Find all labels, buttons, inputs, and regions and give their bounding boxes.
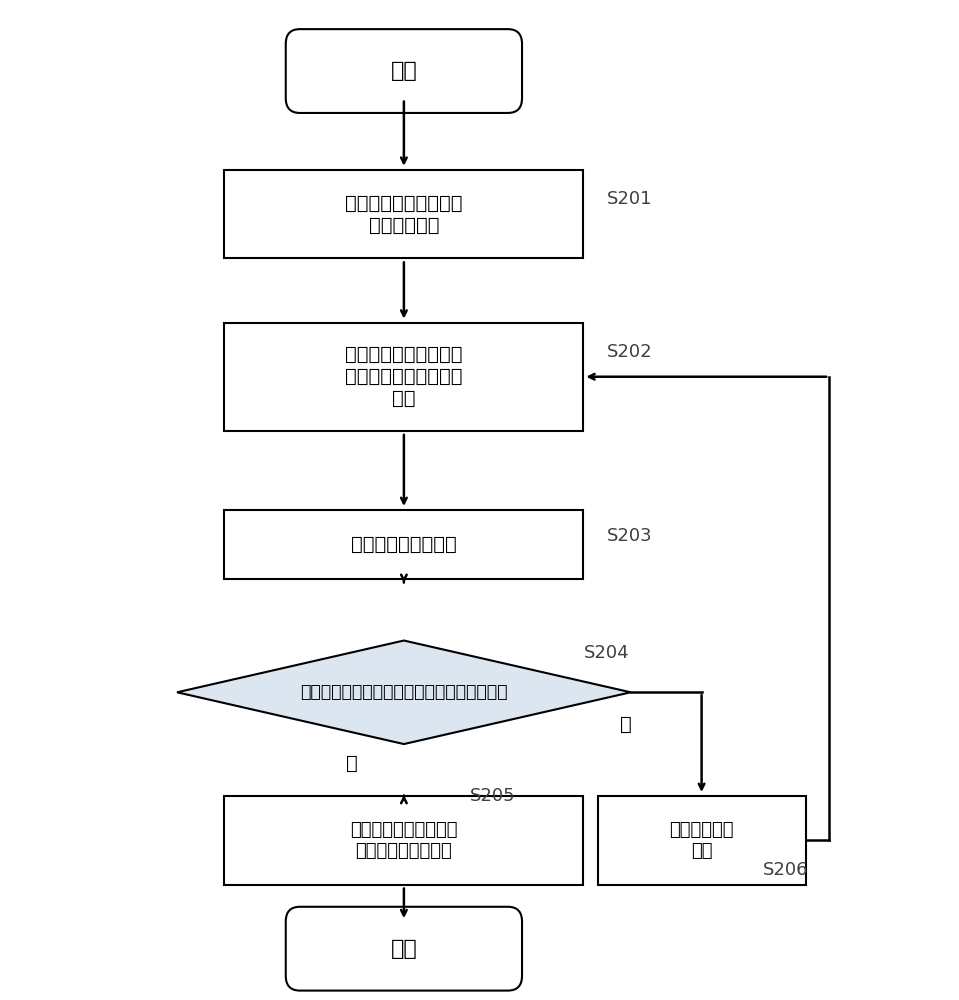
Text: 计算预设等效风速处的
气动转矩和气动转矩偏
导值: 计算预设等效风速处的 气动转矩和气动转矩偏 导值 — [345, 345, 462, 408]
FancyBboxPatch shape — [286, 29, 522, 113]
Text: 更新等效风预
设值: 更新等效风预 设值 — [669, 821, 734, 860]
Bar — [224, 510, 583, 579]
Bar — [224, 170, 583, 258]
Polygon shape — [177, 641, 631, 744]
FancyBboxPatch shape — [286, 907, 522, 991]
Text: 查询功率曲线，获得初
设等效风速值: 查询功率曲线，获得初 设等效风速值 — [345, 194, 462, 235]
Text: 是: 是 — [346, 754, 358, 773]
Text: S206: S206 — [763, 861, 808, 879]
Bar — [224, 323, 583, 431]
Text: 开始: 开始 — [390, 61, 417, 81]
Text: S204: S204 — [583, 644, 629, 662]
Text: S203: S203 — [607, 527, 653, 545]
Text: 结束: 结束 — [390, 939, 417, 959]
Text: S205: S205 — [470, 787, 516, 805]
Text: 否: 否 — [620, 715, 632, 734]
Bar — [224, 796, 583, 885]
Text: 等效风速初值和等效风速更新值相差小于阈值: 等效风速初值和等效风速更新值相差小于阈值 — [300, 683, 507, 701]
Text: 计算等效风速更新值: 计算等效风速更新值 — [351, 535, 456, 554]
Bar — [597, 796, 806, 885]
Text: S202: S202 — [607, 343, 653, 361]
Text: S201: S201 — [607, 190, 652, 208]
Text: 将等效风速更新值作为
迭代求解的等效风速: 将等效风速更新值作为 迭代求解的等效风速 — [350, 821, 457, 860]
